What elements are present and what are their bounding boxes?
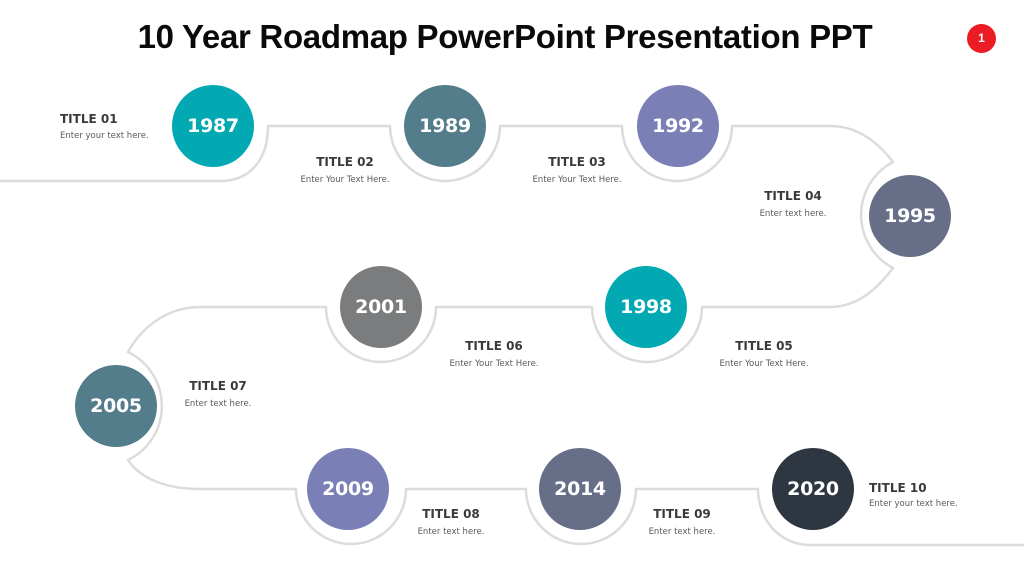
milestone-text: Enter text here. (648, 527, 716, 537)
milestone-label-08: TITLE 08 Enter text here. (396, 507, 506, 537)
milestone-title: TITLE 10 (869, 481, 927, 495)
milestone-label-01: TITLE 01 Enter your text here. (60, 112, 149, 141)
milestone-node-1987[interactable]: 1987 (172, 85, 254, 167)
year-label: 2014 (554, 478, 606, 500)
year-label: 1992 (652, 115, 704, 137)
milestone-label-06: TITLE 06 Enter Your Text Here. (439, 339, 549, 369)
milestone-label-03: TITLE 03 Enter Your Text Here. (522, 155, 632, 185)
year-label: 2001 (355, 296, 407, 318)
milestone-title: TITLE 02 (316, 155, 374, 169)
milestone-title: TITLE 08 (422, 507, 480, 521)
milestone-title: TITLE 03 (548, 155, 606, 169)
milestone-node-1998[interactable]: 1998 (605, 266, 687, 348)
milestone-node-2020[interactable]: 2020 (772, 448, 854, 530)
milestone-label-02: TITLE 02 Enter Your Text Here. (290, 155, 400, 185)
milestone-node-1989[interactable]: 1989 (404, 85, 486, 167)
milestone-text: Enter your text here. (869, 499, 958, 509)
milestone-label-04: TITLE 04 Enter text here. (738, 189, 848, 219)
milestone-node-2005[interactable]: 2005 (75, 365, 157, 447)
milestone-text: Enter text here. (184, 399, 252, 409)
milestone-title: TITLE 05 (735, 339, 793, 353)
milestone-title: TITLE 04 (764, 189, 822, 203)
milestone-node-2009[interactable]: 2009 (307, 448, 389, 530)
milestone-text: Enter Your Text Here. (300, 175, 390, 185)
year-label: 1995 (884, 205, 936, 227)
milestone-node-2001[interactable]: 2001 (340, 266, 422, 348)
milestone-label-05: TITLE 05 Enter Your Text Here. (709, 339, 819, 369)
milestone-title: TITLE 06 (465, 339, 523, 353)
year-label: 1998 (620, 296, 672, 318)
year-label: 2020 (787, 478, 839, 500)
milestone-node-2014[interactable]: 2014 (539, 448, 621, 530)
milestone-label-09: TITLE 09 Enter text here. (627, 507, 737, 537)
year-label: 2009 (322, 478, 374, 500)
milestone-text: Enter text here. (417, 527, 485, 537)
milestone-text: Enter Your Text Here. (719, 359, 809, 369)
milestone-text: Enter Your Text Here. (532, 175, 622, 185)
milestone-text: Enter Your Text Here. (449, 359, 539, 369)
milestone-label-10: TITLE 10 Enter your text here. (869, 481, 958, 509)
milestone-text: Enter text here. (759, 209, 827, 219)
milestone-title: TITLE 01 (60, 112, 118, 126)
milestone-node-1992[interactable]: 1992 (637, 85, 719, 167)
year-label: 1989 (419, 115, 471, 137)
year-label: 2005 (90, 395, 142, 417)
milestone-title: TITLE 07 (189, 379, 247, 393)
page-number-badge[interactable]: 1 (967, 24, 996, 53)
milestone-label-07: TITLE 07 Enter text here. (163, 379, 273, 409)
milestone-node-1995[interactable]: 1995 (869, 175, 951, 257)
year-label: 1987 (187, 115, 239, 137)
slide-title: 10 Year Roadmap PowerPoint Presentation … (137, 18, 873, 55)
milestone-title: TITLE 09 (653, 507, 711, 521)
milestone-text: Enter your text here. (60, 131, 149, 141)
